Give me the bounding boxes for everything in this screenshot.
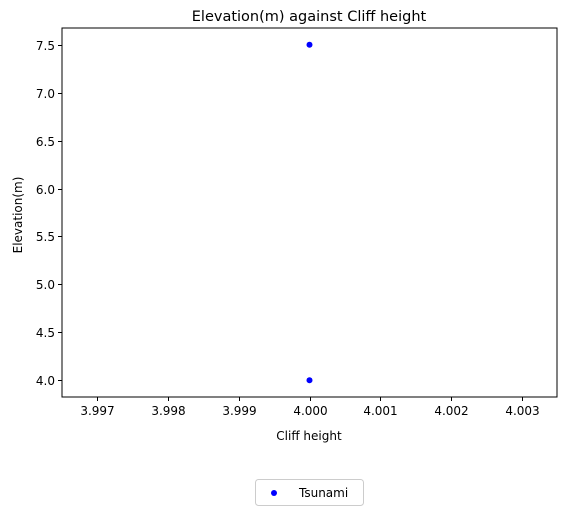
x-tick-label: 3.998 (151, 404, 185, 418)
x-tick-label: 3.997 (80, 404, 114, 418)
y-tick-label: 5.0 (36, 278, 55, 292)
y-tick-label: 7.5 (36, 39, 55, 53)
data-point (306, 377, 313, 384)
y-tick-label: 6.5 (36, 135, 55, 149)
x-tick-label: 4.001 (363, 404, 397, 418)
data-points (306, 41, 313, 384)
x-axis: 3.997 3.998 3.999 4.000 4.001 4.002 4.003 (80, 397, 540, 418)
legend-marker (271, 490, 277, 496)
x-tick-label: 4.003 (505, 404, 539, 418)
legend-label: Tsunami (298, 486, 348, 500)
plot-frame (61, 27, 558, 398)
y-tick-label: 6.0 (36, 183, 55, 197)
data-point (306, 41, 313, 48)
legend: Tsunami (255, 479, 364, 506)
chart-title: Elevation(m) against Cliff height (192, 9, 427, 25)
plot-area (61, 27, 558, 398)
x-tick-label: 3.999 (222, 404, 256, 418)
x-tick-label: 4.000 (293, 404, 327, 418)
x-axis-label: Cliff height (276, 429, 342, 443)
y-axis: 4.0 4.5 5.0 5.5 6.0 6.5 7.0 7.5 (36, 39, 62, 388)
y-tick-label: 4.5 (36, 326, 55, 340)
y-axis-label: Elevation(m) (11, 177, 25, 254)
y-tick-label: 5.5 (36, 230, 55, 244)
y-tick-label: 7.0 (36, 87, 55, 101)
x-tick-label: 4.002 (434, 404, 468, 418)
legend-frame (255, 479, 364, 506)
y-tick-label: 4.0 (36, 374, 55, 388)
